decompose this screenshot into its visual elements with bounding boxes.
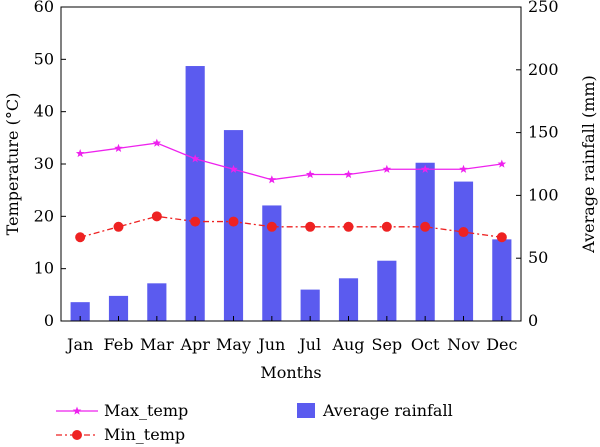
legend-max-temp-star-icon [72, 406, 82, 415]
max-temp-point-mar [152, 138, 162, 147]
rainfall-bar-feb [108, 295, 129, 321]
legend-item-min-temp: Min_temp [56, 425, 185, 444]
right-tick-label-3: 150 [528, 123, 559, 142]
x-tick-label-jun: Jun [256, 335, 285, 354]
legend: Max_temp Min_temp Average rainfall [56, 401, 453, 444]
min-temp-point-aug [343, 221, 354, 232]
rainfall-bar-jul [300, 289, 320, 321]
x-tick-label-aug: Aug [331, 335, 364, 354]
legend-item-max-temp: Max_temp [56, 401, 188, 420]
max-temp-point-may [229, 164, 238, 173]
max-temp-point-oct [420, 164, 430, 173]
axes-layer: 0 10 20 30 40 50 60 0 50 100 150 200 250 Jan Feb Mar Apr… [34, 0, 559, 354]
max-temp-point-jan [75, 149, 85, 158]
left-tick-label-4: 40 [34, 102, 54, 121]
max-temp-point-dec [497, 159, 507, 168]
left-tick-label-6: 60 [34, 0, 54, 16]
max-temp-line [80, 142, 502, 181]
lines-layer [75, 138, 507, 243]
min-temp-line [79, 215, 502, 238]
min-temp-point-oct [420, 221, 431, 232]
min-temp-point-jan [75, 232, 86, 243]
min-temp-point-jul [305, 221, 316, 232]
bars-layer [70, 66, 512, 321]
min-temp-point-mar [151, 211, 162, 222]
left-tick-label-5: 50 [34, 49, 54, 68]
rainfall-bar-mar [147, 283, 167, 321]
min-temp-point-dec [496, 232, 507, 243]
legend-min-temp-label: Min_temp [104, 425, 185, 444]
x-tick-label-sep: Sep [371, 335, 402, 354]
left-tick-label-1: 10 [34, 259, 54, 278]
rainfall-bar-dec [492, 239, 512, 321]
rainfall-bar-nov [453, 181, 474, 321]
x-axis-title: Months [260, 363, 321, 382]
min-temp-point-apr [190, 216, 201, 227]
x-tick-label-oct: Oct [411, 335, 440, 354]
max-temp-point-feb [114, 143, 123, 152]
right-tick-label-4: 200 [528, 60, 559, 79]
max-temp-point-jul [305, 169, 315, 179]
legend-rainfall-swatch [297, 403, 315, 418]
rainfall-bar-sep [377, 260, 397, 321]
legend-max-temp-label: Max_temp [104, 401, 188, 420]
max-temp-point-jun [267, 175, 277, 184]
rainfall-bar-aug [338, 278, 359, 321]
x-tick-label-jan: Jan [65, 335, 93, 354]
legend-item-rainfall: Average rainfall [297, 401, 453, 420]
x-tick-label-jul: Jul [297, 335, 321, 354]
left-tick-label-0: 0 [44, 311, 54, 330]
right-axis-title: Average rainfall (mm) [579, 75, 598, 254]
max-temp-point-sep [382, 164, 392, 173]
right-tick-label-2: 100 [528, 185, 559, 204]
left-axis-title: Temperature (°C) [3, 93, 22, 236]
right-tick-label-5: 250 [528, 0, 559, 16]
right-tick-label-1: 50 [528, 248, 548, 267]
plot-frame [60, 6, 522, 322]
rainfall-bar-jun [262, 205, 282, 321]
rainfall-bar-apr [185, 66, 205, 321]
x-tick-label-dec: Dec [486, 335, 517, 354]
max-temp-point-apr [190, 154, 200, 163]
right-tick-label-0: 0 [528, 311, 538, 330]
min-temp-point-jun [266, 221, 277, 232]
min-temp-point-sep [381, 221, 392, 232]
min-temp-point-nov [458, 227, 469, 238]
x-tick-label-feb: Feb [104, 335, 134, 354]
min-temp-point-may [228, 216, 239, 227]
max-temp-point-aug [344, 169, 353, 179]
legend-rainfall-label: Average rainfall [322, 401, 453, 420]
x-tick-label-mar: Mar [140, 335, 174, 354]
x-tick-label-apr: Apr [179, 335, 210, 354]
x-tick-label-may: May [216, 335, 251, 354]
left-tick-label-3: 30 [34, 154, 54, 173]
legend-min-temp-circle-icon [72, 430, 82, 440]
min-temp-point-feb [113, 221, 124, 232]
left-tick-label-2: 20 [34, 206, 54, 225]
rainfall-bar-oct [415, 162, 435, 321]
x-tick-label-nov: Nov [447, 335, 480, 354]
rainfall-bar-jan [70, 302, 90, 321]
max-temp-point-nov [459, 164, 468, 173]
